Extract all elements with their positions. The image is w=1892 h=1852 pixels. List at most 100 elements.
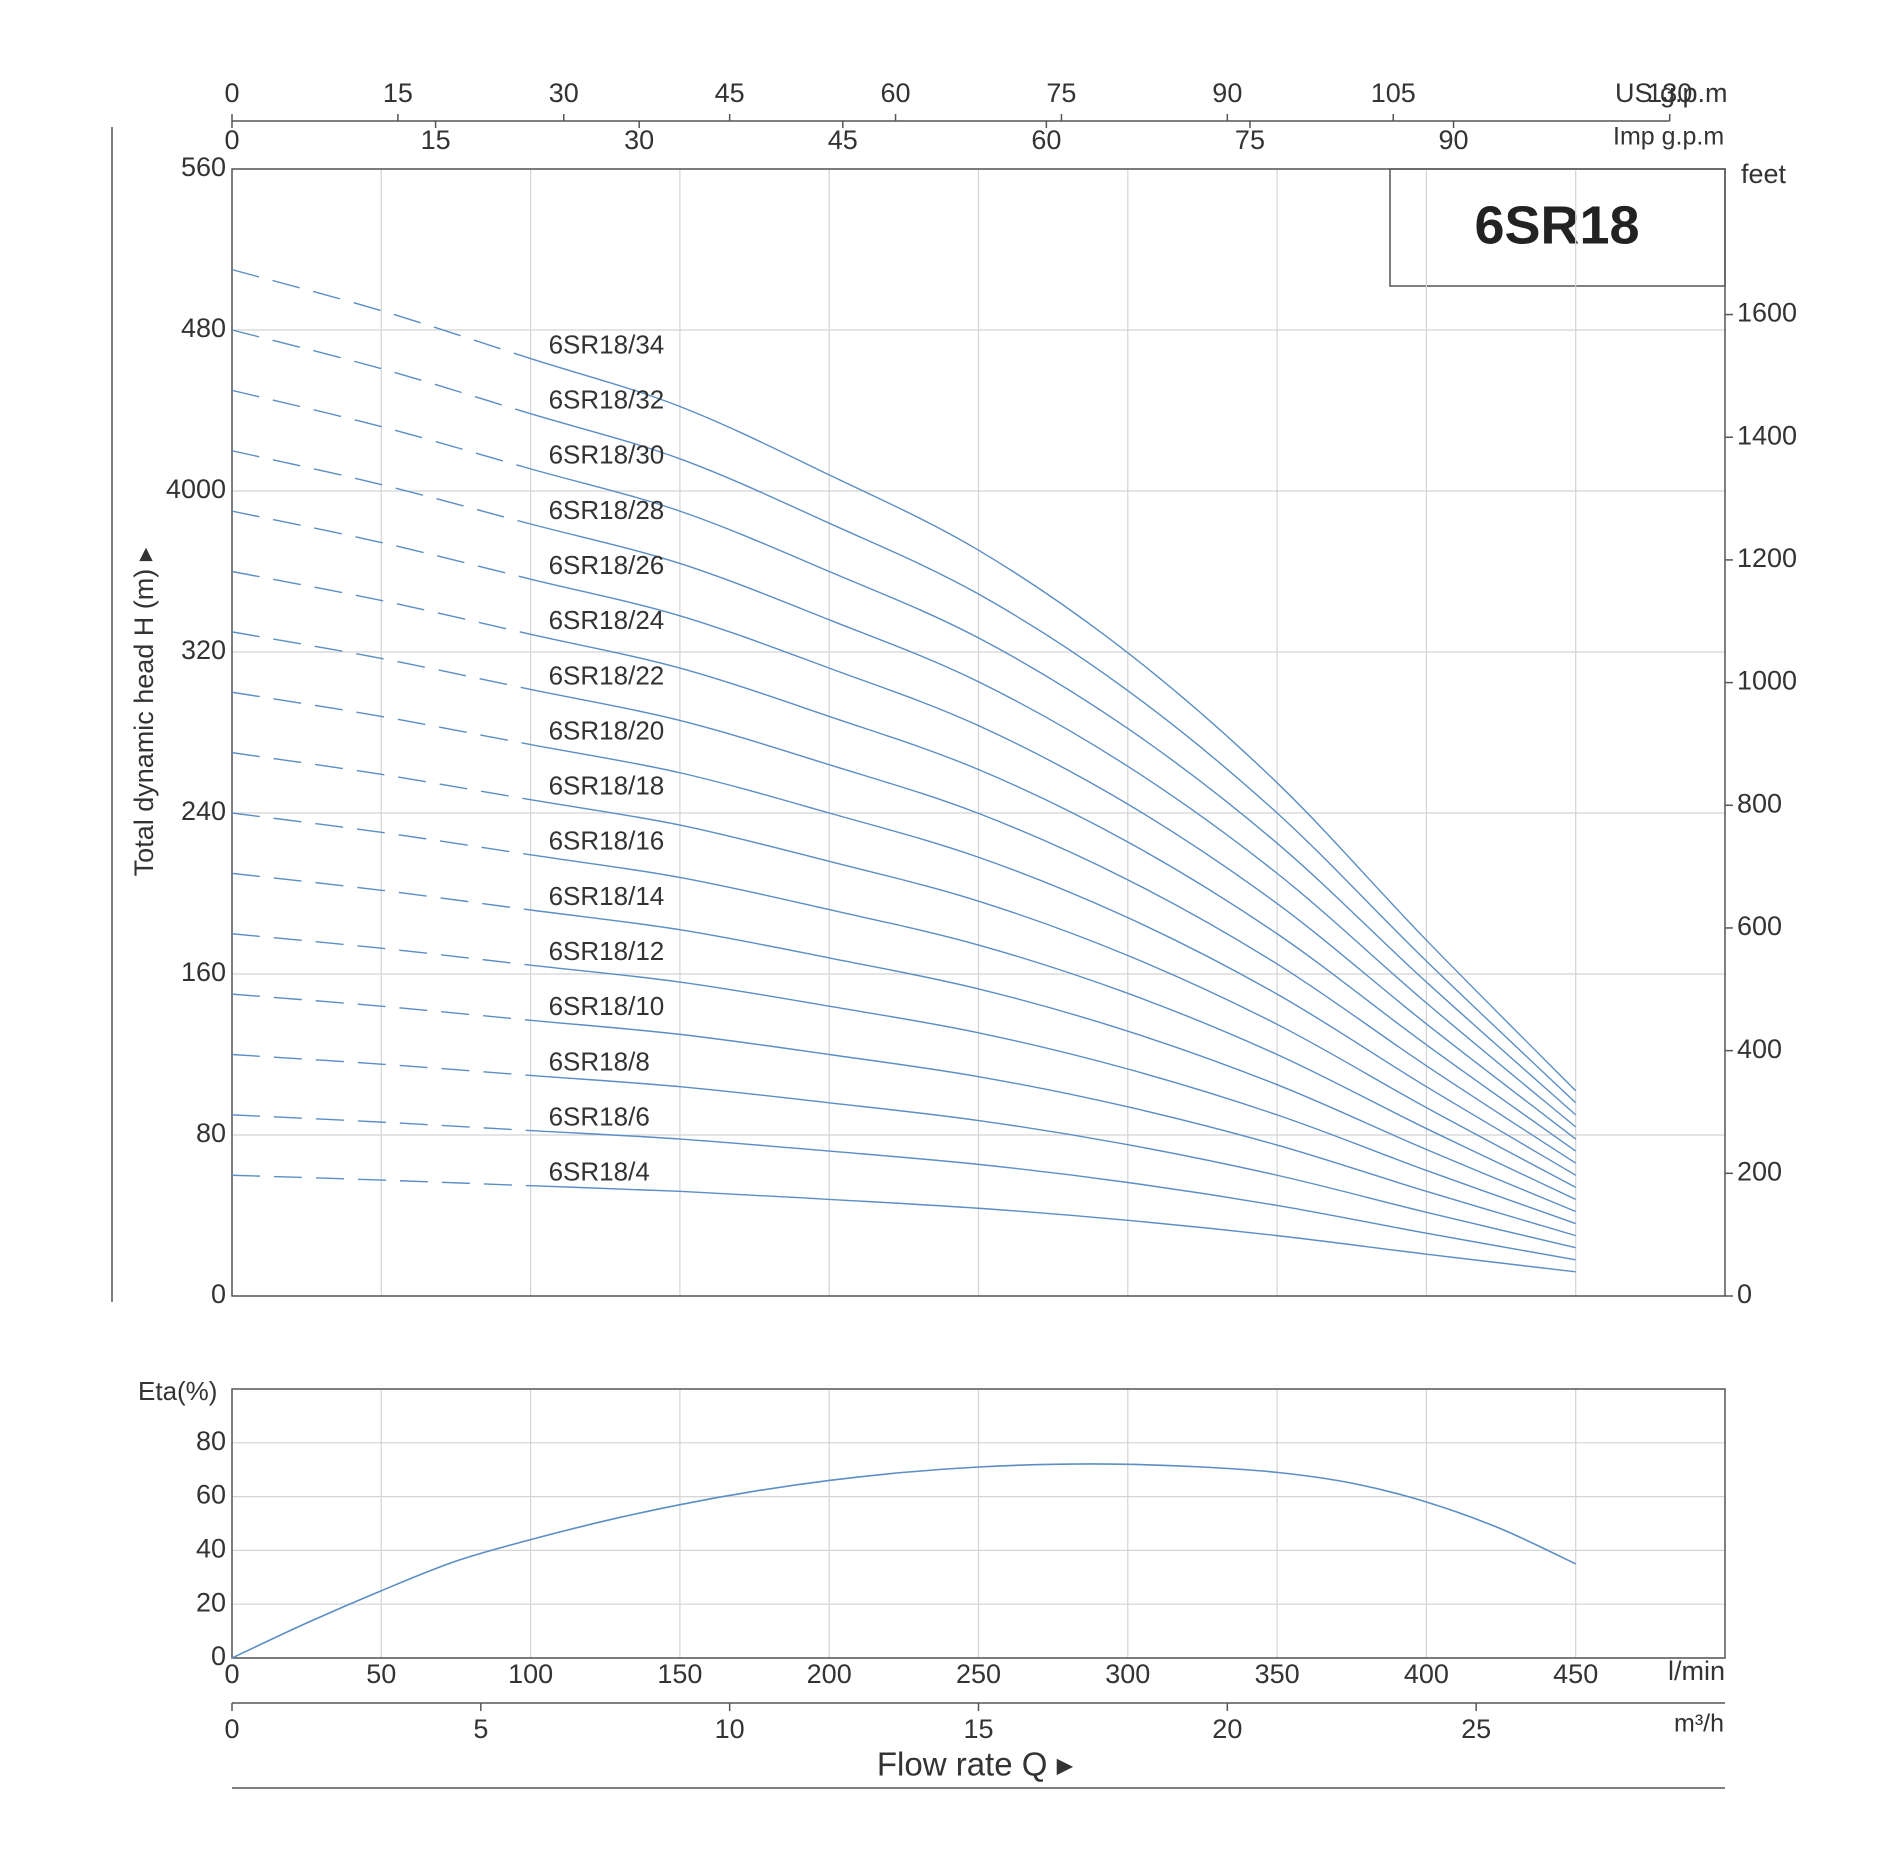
series-label: 6SR18/18 (549, 771, 665, 801)
head-curve (231, 933, 1576, 1225)
y-tick-label: 320 (181, 635, 226, 665)
y2-tick-label: 1000 (1737, 666, 1797, 696)
head-curve (231, 751, 1577, 1188)
y2-axis-label: feet (1741, 159, 1787, 189)
top-tick-label: 0 (224, 125, 239, 155)
series-label: 6SR18/12 (549, 936, 665, 966)
head-curve (231, 691, 1577, 1176)
series-label: 6SR18/32 (549, 385, 665, 415)
bottom-tick-label: 15 (963, 1714, 993, 1744)
head-curve (231, 993, 1576, 1237)
x-tick-label: 150 (657, 1659, 702, 1689)
y2-tick-label: 0 (1737, 1279, 1752, 1309)
top-tick-label: 75 (1046, 78, 1076, 108)
series-label: 6SR18/34 (549, 329, 665, 359)
top-tick-label: 30 (624, 125, 654, 155)
series-label: 6SR18/26 (549, 550, 665, 580)
x-axis-label: Flow rate Q ▸ (877, 1746, 1074, 1783)
top-tick-label: 30 (549, 78, 579, 108)
series-label: 6SR18/30 (549, 440, 665, 470)
y-tick-label: 0 (211, 1279, 226, 1309)
top-tick-label: 105 (1371, 78, 1416, 108)
top-tick-label: 15 (421, 125, 451, 155)
top-tick-label: 0 (224, 78, 239, 108)
y2-tick-label: 1400 (1737, 420, 1797, 450)
y-axis-label: Total dynamic head H (m) ▸ (129, 547, 159, 876)
top-tick-label: 60 (1031, 125, 1061, 155)
head-curve (231, 510, 1577, 1140)
series-label: 6SR18/14 (549, 881, 665, 911)
title-box (1389, 168, 1726, 287)
y2-tick-label: 400 (1737, 1034, 1782, 1064)
top-tick-label: 90 (1439, 125, 1469, 155)
plot-frame (231, 1388, 1726, 1659)
head-curve (231, 1053, 1576, 1249)
x-tick-label: 0 (224, 1659, 239, 1689)
head-curve (231, 450, 1577, 1128)
x-unit-label: l/min (1668, 1656, 1725, 1686)
top-tick-label: 60 (881, 78, 911, 108)
series-label: 6SR18/16 (549, 826, 665, 856)
series-label: 6SR18/20 (549, 715, 665, 745)
plot-frame (231, 168, 1726, 1297)
x-tick-label: 250 (956, 1659, 1001, 1689)
y-tick-label: 160 (181, 957, 226, 987)
y-tick-label: 560 (181, 152, 226, 182)
y-tick-label: 40 (196, 1534, 226, 1564)
y-tick-label: 0 (211, 1641, 226, 1671)
x-tick-label: 300 (1105, 1659, 1150, 1689)
top-tick-label: 130 (1647, 78, 1692, 108)
y-tick-label: 20 (196, 1587, 226, 1617)
y2-tick-label: 1600 (1737, 298, 1797, 328)
bottom-tick-label: 20 (1212, 1714, 1242, 1744)
y2-tick-label: 200 (1737, 1156, 1782, 1186)
y-tick-label: 60 (196, 1480, 226, 1510)
chart-title: 6SR18 (1474, 195, 1639, 255)
bottom-axis-label: m³/h (1674, 1710, 1724, 1738)
bottom-tick-label: 5 (473, 1714, 488, 1744)
top-axis-label: US g.p.m (1615, 78, 1728, 108)
y-tick-label: 480 (181, 313, 226, 343)
y2-tick-label: 800 (1737, 788, 1782, 818)
x-tick-label: 50 (366, 1659, 396, 1689)
head-curve (231, 812, 1577, 1201)
head-curve (231, 1174, 1576, 1273)
y2-tick-label: 1200 (1737, 543, 1797, 573)
x-tick-label: 350 (1255, 1659, 1300, 1689)
y-axis-label: Eta(%) (138, 1376, 217, 1406)
series-label: 6SR18/6 (549, 1101, 650, 1131)
head-curve (231, 329, 1577, 1104)
head-curve (231, 268, 1577, 1092)
series-label: 6SR18/28 (549, 495, 665, 525)
series-label: 6SR18/22 (549, 660, 665, 690)
x-tick-label: 450 (1553, 1659, 1598, 1689)
series-label: 6SR18/10 (549, 991, 665, 1021)
x-tick-label: 400 (1404, 1659, 1449, 1689)
head-curve (231, 872, 1576, 1213)
y-tick-label: 4000 (166, 474, 226, 504)
series-label: 6SR18/4 (549, 1157, 650, 1187)
head-curve (231, 631, 1577, 1164)
head-curve (231, 389, 1577, 1116)
x-tick-label: 100 (508, 1659, 553, 1689)
y2-tick-label: 600 (1737, 911, 1782, 941)
top-tick-label: 45 (828, 125, 858, 155)
y-tick-label: 80 (196, 1426, 226, 1456)
eta-curve (231, 1463, 1577, 1659)
top-tick-label: 90 (1212, 78, 1242, 108)
series-label: 6SR18/8 (549, 1046, 650, 1076)
top-axis-label: Imp g.p.m (1613, 123, 1724, 151)
y-tick-label: 80 (196, 1118, 226, 1148)
top-tick-label: 15 (383, 78, 413, 108)
bottom-tick-label: 10 (715, 1714, 745, 1744)
head-curve (231, 1114, 1576, 1261)
y-tick-label: 240 (181, 796, 226, 826)
x-tick-label: 200 (807, 1659, 852, 1689)
top-tick-label: 75 (1235, 125, 1265, 155)
bottom-tick-label: 0 (224, 1714, 239, 1744)
series-label: 6SR18/24 (549, 605, 665, 635)
head-curve (231, 570, 1577, 1152)
bottom-tick-label: 25 (1461, 1714, 1491, 1744)
top-tick-label: 45 (715, 78, 745, 108)
